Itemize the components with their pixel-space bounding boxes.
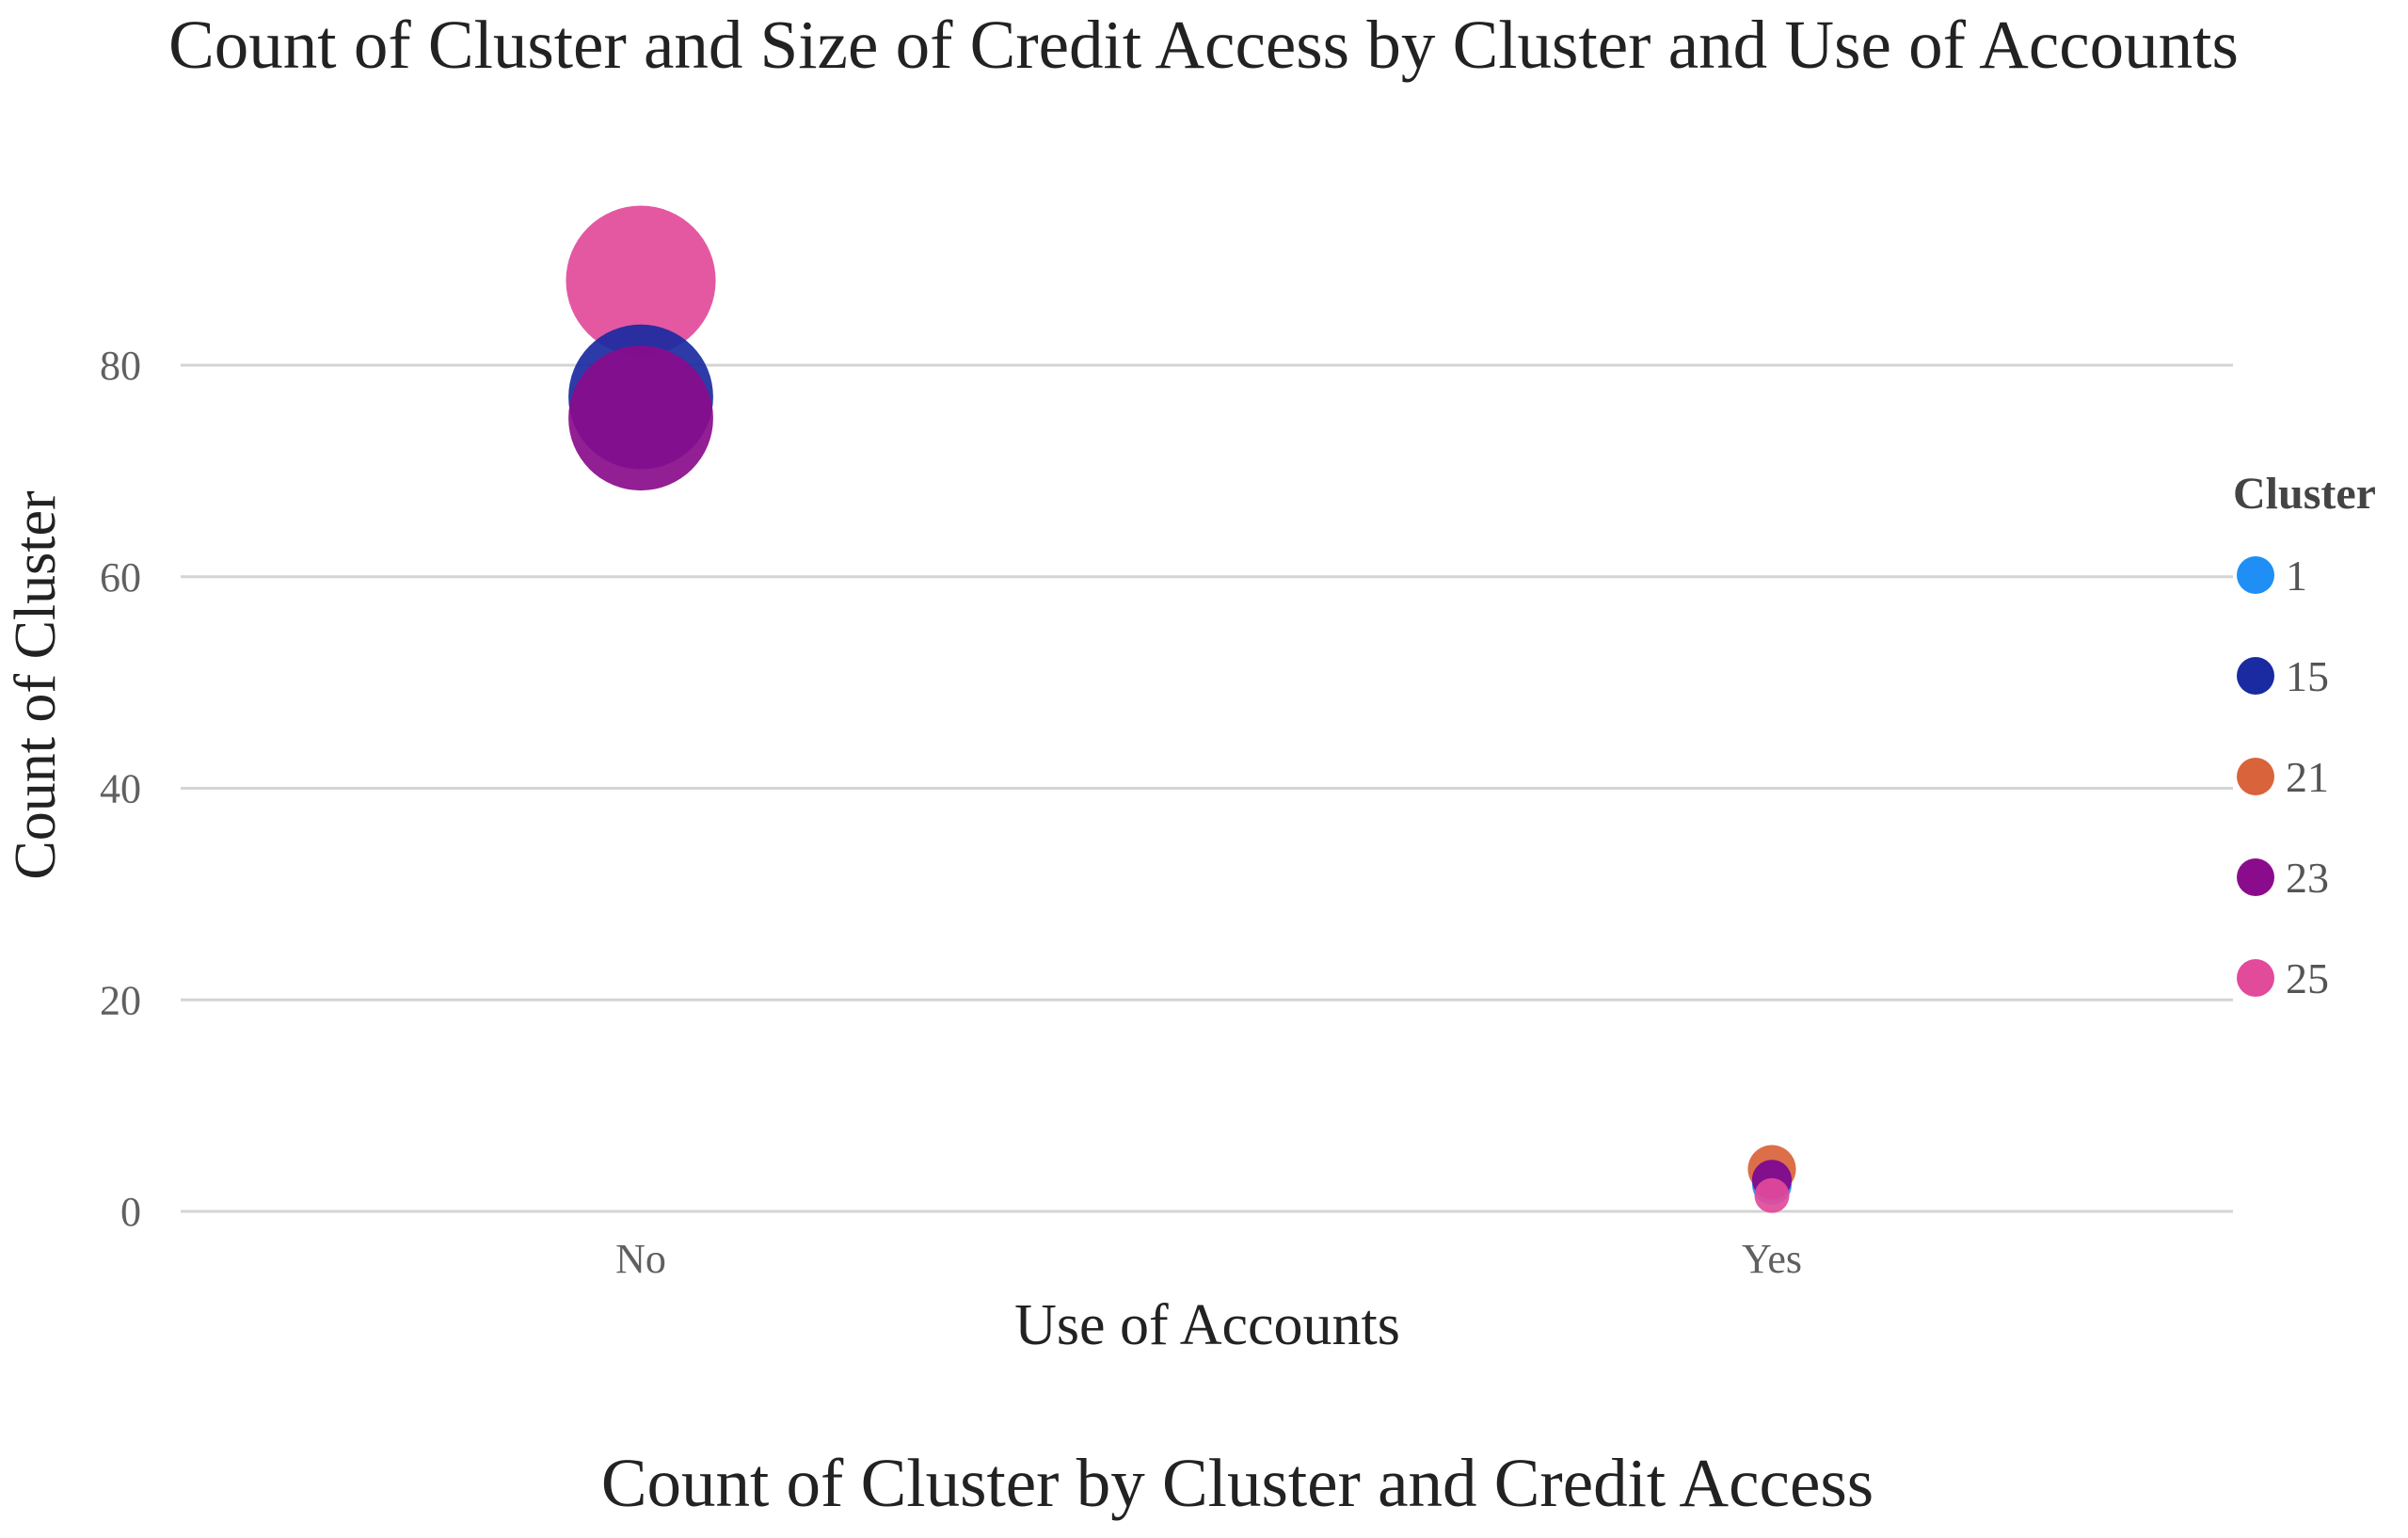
y-tick-label: 20	[100, 977, 141, 1023]
y-tick-labels: 0 20 40 60 80	[100, 343, 141, 1235]
legend-marker-23[interactable]	[2237, 858, 2274, 896]
legend: Cluster 1 15 21 23 25	[2233, 469, 2376, 1002]
x-tick-label: No	[615, 1236, 666, 1282]
y-tick-label: 60	[100, 554, 141, 601]
legend-label-15: 15	[2286, 652, 2329, 700]
legend-label-1: 1	[2286, 552, 2307, 600]
legend-label-23: 23	[2286, 854, 2329, 902]
chart-title: Count of Cluster and Size of Credit Acce…	[168, 7, 2239, 83]
bubble-cluster-23-no[interactable]	[568, 345, 713, 491]
x-tick-label: Yes	[1742, 1236, 1802, 1282]
legend-marker-25[interactable]	[2237, 959, 2274, 997]
bubble-cluster-25-no[interactable]	[566, 205, 716, 356]
legend-marker-1[interactable]	[2237, 556, 2274, 594]
legend-marker-15[interactable]	[2237, 657, 2274, 695]
legend-label-21: 21	[2286, 753, 2329, 801]
bubbles	[566, 205, 1796, 1213]
y-tick-label: 80	[100, 343, 141, 389]
legend-label-25: 25	[2286, 954, 2329, 1002]
chart-subtitle: Count of Cluster by Cluster and Credit A…	[601, 1445, 1874, 1521]
gridlines	[181, 363, 2233, 1213]
bubble-cluster-25-yes[interactable]	[1754, 1178, 1790, 1213]
legend-marker-21[interactable]	[2237, 758, 2274, 795]
y-axis-title: Count of Cluster	[4, 490, 68, 880]
legend-items: 1 15 21 23 25	[2237, 552, 2329, 1002]
x-tick-labels: No Yes	[615, 1236, 1802, 1282]
x-axis-title: Use of Accounts	[1014, 1293, 1400, 1357]
y-tick-label: 40	[100, 766, 141, 812]
y-tick-label: 0	[120, 1189, 141, 1235]
legend-title: Cluster	[2233, 469, 2376, 519]
